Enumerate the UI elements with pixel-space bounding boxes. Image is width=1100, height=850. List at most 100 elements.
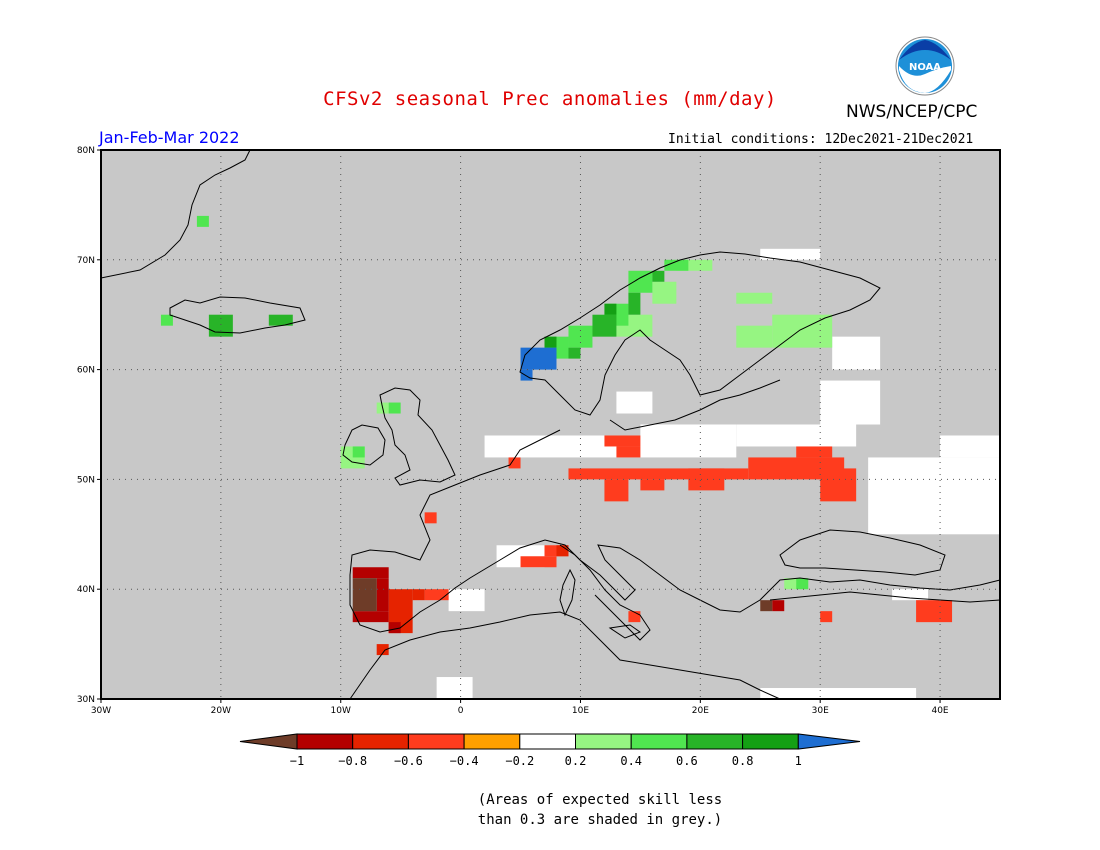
anomaly-cell bbox=[628, 270, 653, 293]
colorbar-tick-label: −0.6 bbox=[394, 754, 423, 768]
initial-conditions-label: Initial conditions: 12Dec2021-21Dec2021 bbox=[668, 132, 974, 147]
europe-west-coast bbox=[349, 429, 1001, 633]
lon-tick-label: 10E bbox=[572, 706, 589, 716]
anomaly-cell bbox=[736, 325, 773, 348]
anomaly-cell bbox=[760, 688, 917, 699]
colorbar-box bbox=[352, 733, 409, 750]
colorbar-tick-label: −0.2 bbox=[505, 754, 534, 768]
colorbar-tick-label: −1 bbox=[290, 754, 304, 768]
anomaly-cell bbox=[736, 424, 857, 447]
anomaly-cell bbox=[352, 611, 389, 623]
anomaly-cell bbox=[616, 391, 653, 414]
colorbar-tick-label: −0.8 bbox=[338, 754, 367, 768]
baltic-coast bbox=[609, 379, 781, 431]
anomaly-cell bbox=[352, 578, 377, 612]
lon-tick-label: 10W bbox=[331, 706, 351, 716]
anomaly-cell bbox=[376, 644, 389, 656]
colorbar-box bbox=[407, 733, 465, 750]
noaa-logo: NOAA bbox=[895, 36, 955, 96]
colorbar-box bbox=[742, 733, 799, 750]
anomaly-cell bbox=[484, 435, 641, 458]
colorbar-box bbox=[630, 733, 688, 750]
lat-tick-label: 50N bbox=[77, 475, 95, 485]
anomaly-cell bbox=[436, 677, 473, 699]
skill-note: (Areas of expected skill less than 0.3 a… bbox=[470, 790, 730, 830]
map-frame bbox=[100, 149, 1001, 700]
colorbar-tick-label: −0.4 bbox=[450, 754, 479, 768]
anomaly-cell bbox=[652, 270, 665, 282]
season-label: Jan-Feb-Mar 2022 bbox=[99, 128, 240, 147]
anomaly-cell bbox=[520, 556, 557, 568]
anomaly-cell bbox=[772, 600, 785, 612]
anomaly-cell bbox=[568, 347, 581, 359]
anomaly-cell bbox=[388, 622, 401, 634]
colorbar: −1 −0.8 −0.6 −0.4 −0.2 0.2 0.4 0.6 0.8 1 bbox=[239, 733, 861, 768]
lat-tick-label: 40N bbox=[77, 585, 95, 595]
colorbar-high-arrow bbox=[797, 733, 861, 750]
anomaly-cell bbox=[604, 303, 617, 315]
anomaly-cell bbox=[388, 402, 401, 414]
anomaly-cell bbox=[940, 435, 1000, 458]
anomaly-cell bbox=[772, 314, 833, 348]
lat-tick-label: 30N bbox=[77, 695, 95, 705]
lon-tick-label: 40E bbox=[931, 706, 948, 716]
anomaly-cell bbox=[448, 589, 485, 612]
anomaly-cell bbox=[544, 336, 557, 348]
lon-tick-label: 0 bbox=[458, 706, 464, 716]
lon-tick-label: 20E bbox=[692, 706, 709, 716]
anomaly-cell bbox=[544, 545, 569, 557]
lon-tick-label: 30E bbox=[812, 706, 829, 716]
anomaly-cell bbox=[196, 215, 209, 227]
anomaly-cell bbox=[268, 314, 293, 326]
anomaly-cell bbox=[568, 468, 749, 480]
anomaly-cell bbox=[520, 369, 533, 381]
lat-tick-label: 80N bbox=[77, 146, 95, 156]
anomaly-cell bbox=[916, 600, 953, 623]
anomaly-cell bbox=[796, 446, 833, 458]
logo-text: NOAA bbox=[909, 62, 941, 73]
colorbar-box bbox=[463, 733, 521, 750]
anomaly-cell bbox=[352, 567, 389, 579]
anomaly-cell bbox=[376, 578, 389, 612]
italy-coast bbox=[559, 544, 651, 641]
chart-title: CFSv2 seasonal Prec anomalies (mm/day) bbox=[323, 88, 777, 110]
anomaly-cell bbox=[688, 468, 725, 491]
colorbar-tick-label: 0.4 bbox=[620, 754, 642, 768]
colorbar-tick-label: 0.2 bbox=[565, 754, 587, 768]
anomaly-cell bbox=[664, 259, 689, 271]
anomaly-cell bbox=[640, 424, 737, 458]
skill-note-line-2: than 0.3 are shaded in grey.) bbox=[477, 812, 723, 828]
anomaly-cell bbox=[592, 314, 617, 337]
anomaly-cell bbox=[352, 446, 365, 458]
ireland-coast bbox=[342, 424, 386, 466]
colorbar-box bbox=[686, 733, 744, 750]
anomaly-cell bbox=[736, 292, 773, 304]
skill-note-line-1: (Areas of expected skill less bbox=[477, 792, 723, 808]
anomaly-cell bbox=[760, 248, 821, 260]
anomaly-cell bbox=[604, 435, 641, 447]
turkey-coast bbox=[769, 591, 1001, 603]
anomaly-cell bbox=[796, 578, 809, 590]
colorbar-box bbox=[519, 733, 576, 750]
colorbar-box bbox=[296, 733, 354, 750]
sicily bbox=[608, 624, 642, 639]
scandinavia-coast bbox=[519, 251, 881, 416]
anomaly-cell bbox=[832, 336, 881, 370]
colorbar-tick-label: 0.6 bbox=[676, 754, 698, 768]
anomaly-cell bbox=[652, 281, 677, 304]
greenland-coast bbox=[100, 149, 251, 279]
anomaly-cell bbox=[892, 589, 929, 601]
anomaly-cell bbox=[508, 457, 521, 469]
colorbar-box bbox=[575, 733, 632, 750]
lon-tick-label: 30W bbox=[91, 706, 111, 716]
map-area: 30W 20W 10W 0 10E 20E 30E 40E 30N 40N 50N 60N 70N 80N bbox=[77, 146, 1001, 716]
anomaly-cell bbox=[424, 512, 437, 524]
colorbar-low-arrow bbox=[239, 733, 298, 750]
anomaly-cell bbox=[868, 457, 1000, 535]
anomaly-cell bbox=[556, 545, 569, 557]
anomaly-cell bbox=[412, 589, 425, 601]
anomaly-cell bbox=[628, 611, 641, 623]
africa-coast bbox=[349, 611, 781, 700]
anomaly-cell bbox=[820, 611, 833, 623]
corsica-sardinia bbox=[559, 568, 576, 617]
